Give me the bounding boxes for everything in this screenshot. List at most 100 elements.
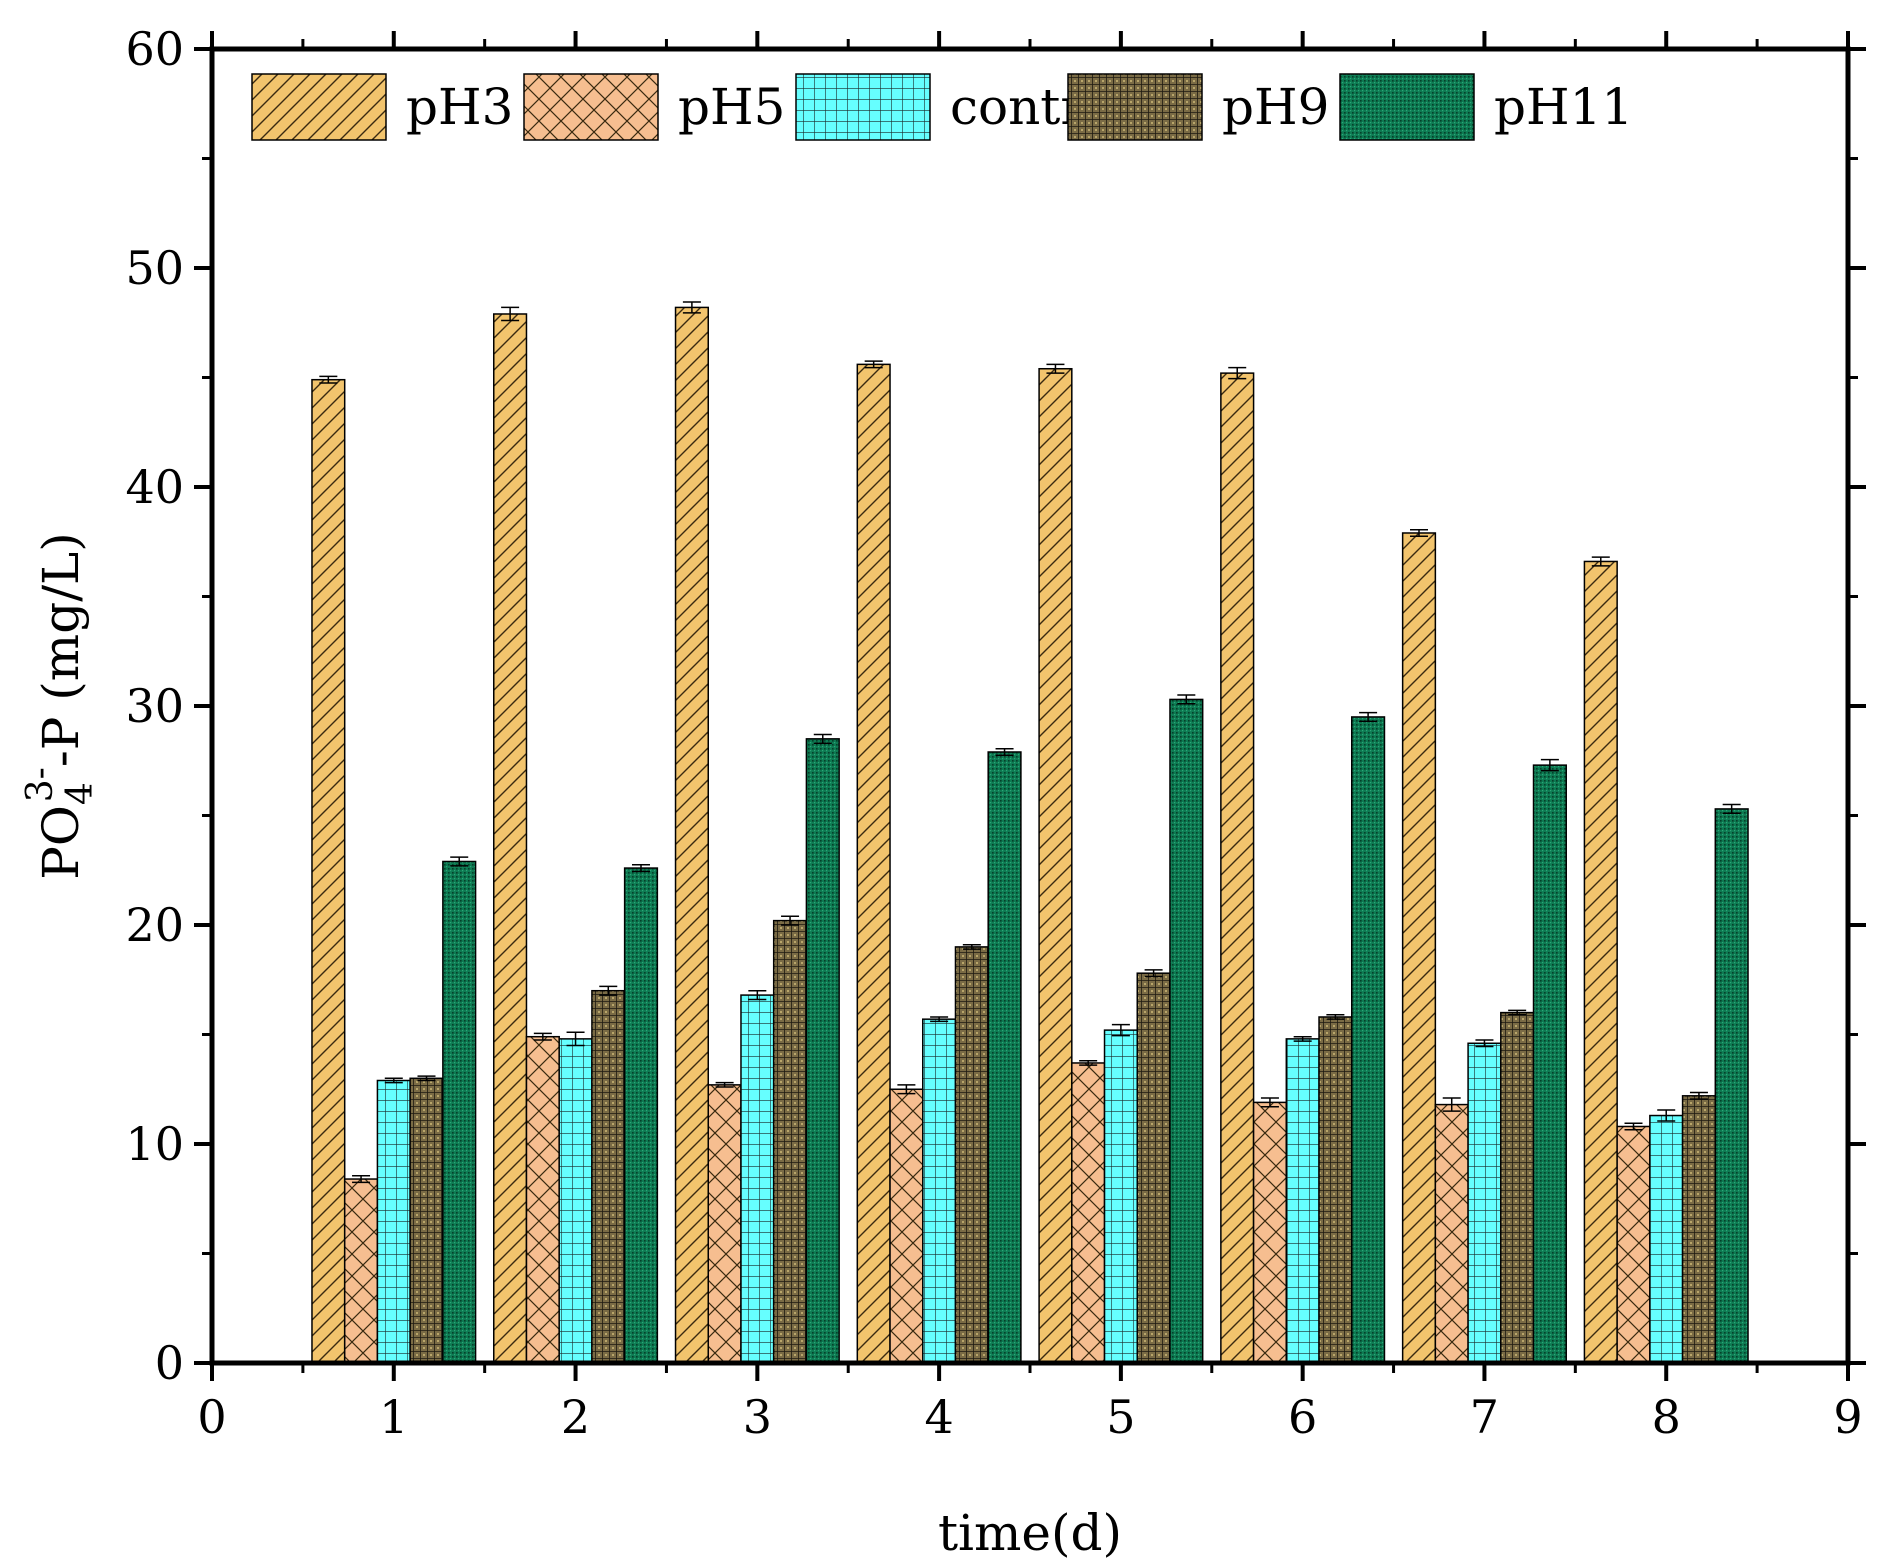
- error-bar-pH3-day-1: [319, 375, 338, 384]
- legend-swatch: [523, 73, 659, 141]
- bar-pH3-day-8: [1583, 560, 1618, 1364]
- error-bar-pH11-day-4: [995, 747, 1014, 757]
- error-bar-pH5-day-2: [533, 1032, 552, 1041]
- x-tick-label: 0: [197, 1390, 226, 1444]
- bar-control-day-5: [1103, 1029, 1138, 1364]
- y-tick-label: 0: [155, 1336, 184, 1390]
- error-bar-pH5-day-4: [897, 1084, 916, 1095]
- error-bar-pH11-day-5: [1177, 694, 1196, 705]
- y-tick-label: 10: [125, 1117, 184, 1171]
- bar-pH9-day-2: [591, 989, 626, 1364]
- x-tick-label: 1: [379, 1390, 408, 1444]
- bar-pH11-day-4: [987, 751, 1022, 1364]
- error-bar-control-day-4: [930, 1016, 949, 1023]
- bar-pH5-day-8: [1616, 1125, 1651, 1364]
- y-axis-label-sup: 3-: [20, 767, 61, 802]
- error-bar-control-day-8: [1657, 1109, 1676, 1122]
- legend-item-pH3: pH3: [251, 73, 513, 141]
- y-axis-label-base: PO: [32, 805, 90, 880]
- bar-pH5-day-7: [1434, 1103, 1469, 1364]
- legend-item-pH9: pH9: [1067, 73, 1329, 141]
- x-tick-label: 9: [1833, 1390, 1862, 1444]
- error-bar-control-day-7: [1475, 1039, 1494, 1048]
- legend-label: pH11: [1494, 78, 1633, 136]
- bar-control-day-6: [1285, 1038, 1320, 1364]
- bar-pH9-day-5: [1136, 972, 1171, 1364]
- error-bar-pH11-day-2: [631, 864, 650, 873]
- error-bar-pH3-day-6: [1228, 366, 1247, 380]
- bar-pH5-day-1: [343, 1178, 379, 1364]
- bar-pH9-day-8: [1681, 1095, 1717, 1364]
- x-tick-label: 2: [561, 1390, 590, 1444]
- bar-pH11-day-7: [1532, 764, 1567, 1364]
- bar-pH9-day-4: [954, 946, 989, 1364]
- legend-label: pH3: [406, 78, 513, 136]
- bar-pH9-day-1: [409, 1077, 444, 1364]
- error-bar-pH9-day-3: [781, 915, 800, 926]
- error-bar-pH11-day-7: [1540, 758, 1559, 772]
- bar-pH3-day-1: [311, 378, 346, 1364]
- error-bar-control-day-2: [566, 1031, 585, 1047]
- bar-pH9-day-6: [1318, 1016, 1353, 1364]
- error-bar-pH3-day-5: [1046, 363, 1065, 374]
- bar-control-day-7: [1467, 1042, 1502, 1364]
- error-bar-pH5-day-5: [1079, 1060, 1098, 1066]
- error-bar-pH9-day-5: [1144, 969, 1163, 978]
- error-bar-pH3-day-7: [1410, 528, 1429, 538]
- legend-swatch: [251, 73, 387, 141]
- error-bar-pH9-day-6: [1326, 1014, 1345, 1020]
- bars-group: [311, 306, 1749, 1364]
- bar-pH11-day-1: [442, 860, 477, 1364]
- bar-pH11-day-5: [1169, 698, 1204, 1364]
- error-bar-pH3-day-4: [864, 360, 883, 369]
- bar-pH11-day-2: [623, 867, 659, 1364]
- bar-pH3-day-5: [1038, 367, 1073, 1364]
- bar-pH5-day-2: [525, 1035, 560, 1364]
- bar-pH9-day-3: [772, 919, 808, 1364]
- legend-label: pH9: [1222, 78, 1329, 136]
- bar-control-day-1: [376, 1079, 411, 1364]
- bar-control-day-4: [922, 1018, 957, 1364]
- bar-pH11-day-3: [805, 738, 840, 1364]
- bar-pH3-day-6: [1220, 372, 1255, 1364]
- legend-swatch: [1339, 73, 1475, 141]
- x-tick-label: 5: [1106, 1390, 1135, 1444]
- legend-label: pH5: [678, 78, 785, 136]
- bar-control-day-3: [740, 994, 775, 1364]
- bar-pH11-day-8: [1714, 808, 1749, 1364]
- error-bar-pH5-day-8: [1624, 1122, 1643, 1131]
- bar-pH5-day-6: [1252, 1101, 1288, 1364]
- bar-pH3-day-3: [674, 306, 710, 1364]
- error-bar-control-day-6: [1293, 1035, 1312, 1042]
- x-tick-label: 7: [1470, 1390, 1499, 1444]
- legend-item-pH5: pH5: [523, 73, 785, 141]
- error-bar-pH11-day-8: [1722, 803, 1741, 815]
- legend: pH3 pH5 control pH9 pH11: [251, 73, 1633, 141]
- legend-swatch: [795, 73, 931, 141]
- y-tick-label: 20: [125, 898, 184, 952]
- y-tick-label: 30: [125, 679, 184, 733]
- x-tick-label: 4: [924, 1390, 953, 1444]
- bar-pH3-day-7: [1401, 532, 1437, 1364]
- error-bars-group: [319, 301, 1741, 1184]
- y-tick-label: 50: [125, 241, 184, 295]
- x-tick-label: 3: [743, 1390, 772, 1444]
- error-bar-pH11-day-3: [813, 733, 832, 744]
- y-axis-label-rest: -P (mg/L): [32, 532, 90, 767]
- error-bar-pH5-day-6: [1260, 1097, 1279, 1108]
- error-bar-pH11-day-6: [1359, 711, 1378, 723]
- bar-pH9-day-7: [1500, 1011, 1535, 1364]
- error-bar-pH3-day-2: [501, 306, 520, 322]
- bar-control-day-2: [558, 1038, 593, 1364]
- x-tick-label: 6: [1288, 1390, 1317, 1444]
- error-bar-control-day-3: [748, 989, 767, 1001]
- error-bar-pH5-day-7: [1442, 1097, 1461, 1112]
- bar-pH5-day-5: [1071, 1062, 1106, 1364]
- bar-pH5-day-3: [707, 1084, 742, 1364]
- x-axis-label: time(d): [938, 1504, 1122, 1562]
- x-tick-label: 8: [1652, 1390, 1681, 1444]
- error-bar-pH9-day-8: [1689, 1091, 1708, 1100]
- error-bar-pH3-day-8: [1591, 556, 1610, 567]
- error-bar-pH11-day-1: [450, 856, 469, 867]
- legend-item-pH11: pH11: [1339, 73, 1633, 141]
